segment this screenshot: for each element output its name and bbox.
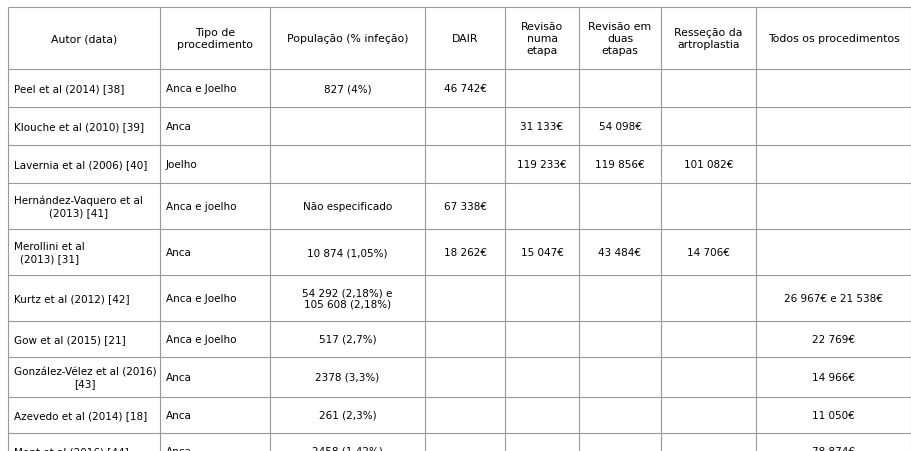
Text: Kurtz et al (2012) [42]: Kurtz et al (2012) [42] [14, 293, 129, 304]
Text: População (% infeção): População (% infeção) [286, 34, 408, 44]
Text: Anca e joelho: Anca e joelho [166, 202, 236, 212]
Text: Todos os procedimentos: Todos os procedimentos [767, 34, 898, 44]
Text: 119 233€: 119 233€ [517, 160, 567, 170]
Text: 2458 (1,42%): 2458 (1,42%) [312, 446, 383, 451]
Text: DAIR: DAIR [451, 34, 477, 44]
Text: Klouche et al (2010) [39]: Klouche et al (2010) [39] [14, 122, 144, 132]
Text: Merollini et al
(2013) [31]: Merollini et al (2013) [31] [14, 242, 85, 263]
Text: Anca e Joelho: Anca e Joelho [166, 293, 236, 304]
Text: 31 133€: 31 133€ [520, 122, 563, 132]
Text: Não especificado: Não especificado [302, 202, 392, 212]
Text: 517 (2,7%): 517 (2,7%) [318, 334, 376, 344]
Text: 78 874€: 78 874€ [811, 446, 855, 451]
Text: 119 856€: 119 856€ [595, 160, 644, 170]
Text: Tipo de
procedimento: Tipo de procedimento [177, 28, 252, 50]
Text: 46 742€: 46 742€ [443, 84, 486, 94]
Text: 11 050€: 11 050€ [811, 410, 854, 420]
Text: Anca: Anca [166, 446, 191, 451]
Text: Hernández-Vaquero et al
(2013) [41]: Hernández-Vaquero et al (2013) [41] [14, 196, 143, 217]
Text: 261 (2,3%): 261 (2,3%) [318, 410, 376, 420]
Text: González-Vélez et al (2016)
[43]: González-Vélez et al (2016) [43] [14, 366, 157, 388]
Text: Anca: Anca [166, 122, 191, 132]
Text: Gow et al (2015) [21]: Gow et al (2015) [21] [14, 334, 126, 344]
Text: 10 874 (1,05%): 10 874 (1,05%) [307, 248, 387, 258]
Text: Mont et al (2016) [44]: Mont et al (2016) [44] [14, 446, 128, 451]
Text: Anca e Joelho: Anca e Joelho [166, 334, 236, 344]
Text: Anca: Anca [166, 372, 191, 382]
Text: 18 262€: 18 262€ [443, 248, 486, 258]
Text: Anca: Anca [166, 248, 191, 258]
Text: 54 098€: 54 098€ [598, 122, 640, 132]
Text: Lavernia et al (2006) [40]: Lavernia et al (2006) [40] [14, 160, 148, 170]
Text: 101 082€: 101 082€ [683, 160, 732, 170]
Text: Anca e Joelho: Anca e Joelho [166, 84, 236, 94]
Text: 22 769€: 22 769€ [811, 334, 855, 344]
Text: 2378 (3,3%): 2378 (3,3%) [315, 372, 379, 382]
Text: 54 292 (2,18%) e
105 608 (2,18%): 54 292 (2,18%) e 105 608 (2,18%) [302, 288, 393, 309]
Text: Joelho: Joelho [166, 160, 198, 170]
Text: Peel et al (2014) [38]: Peel et al (2014) [38] [14, 84, 124, 94]
Text: 67 338€: 67 338€ [443, 202, 486, 212]
Text: 43 484€: 43 484€ [598, 248, 640, 258]
Text: Revisão em
duas
etapas: Revisão em duas etapas [588, 23, 650, 55]
Text: 14 966€: 14 966€ [811, 372, 855, 382]
Text: Resseção da
artroplastia: Resseção da artroplastia [673, 28, 742, 50]
Text: Azevedo et al (2014) [18]: Azevedo et al (2014) [18] [14, 410, 147, 420]
Text: 15 047€: 15 047€ [520, 248, 563, 258]
Text: 827 (4%): 827 (4%) [323, 84, 371, 94]
Text: 14 706€: 14 706€ [686, 248, 729, 258]
Text: Autor (data): Autor (data) [51, 34, 117, 44]
Text: 26 967€ e 21 538€: 26 967€ e 21 538€ [783, 293, 882, 304]
Text: Anca: Anca [166, 410, 191, 420]
Text: Revisão
numa
etapa: Revisão numa etapa [520, 23, 562, 55]
